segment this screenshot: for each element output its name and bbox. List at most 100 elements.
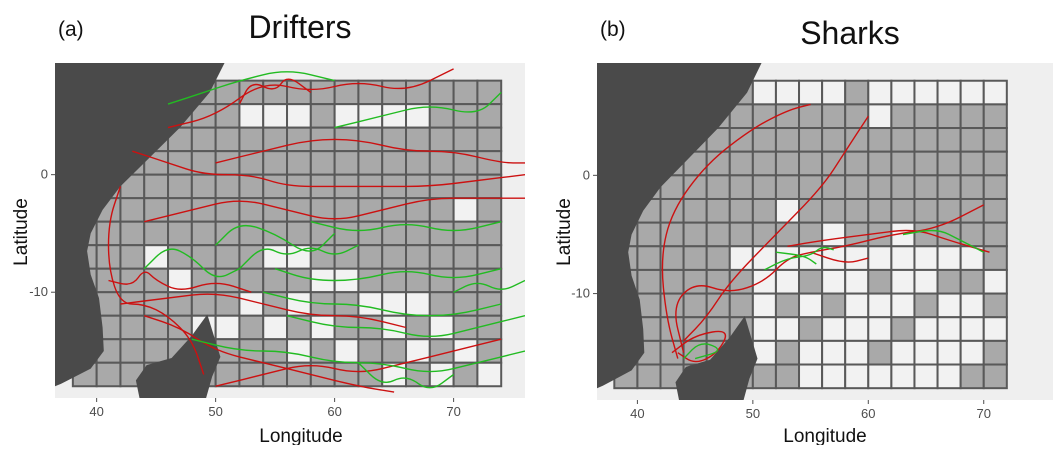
grid-cell	[405, 291, 431, 317]
grid-cell	[913, 197, 939, 224]
grid-cell	[936, 245, 962, 271]
grid-cell	[751, 103, 777, 130]
grid-cell	[428, 126, 455, 153]
panel-b-label: (b)	[600, 18, 626, 41]
y-tick-label: -10	[571, 286, 590, 301]
grid-cell	[357, 103, 384, 129]
grid-cell	[913, 174, 939, 200]
grid-cell	[913, 363, 939, 390]
grid-cell	[452, 173, 479, 200]
grid-cell	[913, 103, 939, 130]
x-tick-label: 60	[327, 404, 341, 419]
grid-cell	[844, 150, 870, 177]
grid-cell	[867, 197, 893, 224]
track-green	[683, 343, 719, 360]
grid-cell	[959, 174, 985, 200]
grid-cell	[774, 127, 801, 153]
panel-b-ylabel: Latitude	[554, 198, 575, 266]
track-green	[238, 244, 359, 270]
x-tick-label: 70	[446, 404, 460, 419]
grid-cell	[751, 221, 777, 248]
grid-cell	[262, 150, 289, 176]
grid-cell	[890, 245, 916, 271]
grid-cell	[959, 127, 985, 153]
track-green	[453, 279, 525, 293]
grid-cell	[452, 197, 479, 223]
grid-cell	[190, 197, 217, 223]
panel-a-ylabel: Latitude	[11, 198, 32, 266]
grid-cell	[890, 127, 916, 153]
grid-cell	[452, 220, 479, 247]
panel-a-title: Drifters	[248, 9, 351, 45]
grid-cell	[959, 292, 985, 319]
grid-cell	[844, 339, 870, 366]
grid-cell	[982, 268, 1008, 295]
panel-b-xlabel: Longitude	[783, 426, 866, 445]
grid-cell	[798, 127, 824, 153]
grid-cell	[119, 267, 146, 294]
grid-cell	[821, 292, 847, 319]
grid-cell	[381, 79, 408, 106]
grid-cell	[982, 150, 1008, 177]
grid-cell	[751, 150, 777, 177]
grid-cell	[728, 150, 754, 177]
grid-cell	[405, 79, 431, 106]
track-green	[143, 248, 240, 278]
grid-cell	[844, 363, 870, 390]
grid-cell	[381, 197, 408, 223]
grid-cell	[428, 244, 455, 270]
grid-cell	[452, 126, 479, 153]
grid-cell	[705, 245, 731, 271]
grid-cell	[309, 314, 336, 341]
track-red	[143, 315, 395, 393]
grid-cell	[890, 316, 916, 342]
grid-cell	[890, 79, 916, 106]
panel-a-xlabel: Longitude	[259, 426, 342, 445]
grid-cell	[751, 127, 777, 153]
grid-cell	[959, 268, 985, 295]
x-tick-label: 70	[976, 406, 990, 421]
grid-cell	[143, 173, 170, 200]
grid-cell	[936, 103, 962, 130]
grid-cell	[798, 150, 824, 177]
grid-cell	[913, 221, 939, 248]
x-tick-label: 40	[630, 406, 644, 421]
grid-cell	[798, 316, 824, 342]
grid-cell	[286, 126, 312, 153]
track-green	[775, 251, 817, 265]
grid-cell	[238, 267, 265, 294]
grid-cell	[774, 292, 801, 319]
grid-cell	[428, 338, 455, 364]
grid-cell	[705, 316, 731, 342]
grid-cell	[774, 268, 801, 295]
grid-cell	[238, 314, 265, 341]
grid-cell	[982, 363, 1008, 390]
grid-cell	[119, 314, 146, 341]
grid-cell	[844, 245, 870, 271]
grid-cell	[262, 173, 289, 200]
grid-cell	[821, 221, 847, 248]
track-green	[286, 315, 525, 337]
grid-cell	[821, 363, 847, 390]
grid-cell	[728, 221, 754, 248]
track-red	[661, 103, 811, 359]
grid-cell	[982, 316, 1008, 342]
track-green	[902, 229, 985, 253]
madagascar-landmass	[675, 316, 758, 400]
grid-cell	[982, 103, 1008, 130]
panel-a: (a) Drifters Longitude Latitude 40 50 60 70…	[11, 9, 525, 447]
grid-cell	[476, 79, 503, 106]
grid-cell	[214, 103, 241, 129]
grid-cell	[890, 103, 916, 130]
grid-cell	[214, 244, 241, 270]
grid-cell	[119, 220, 146, 247]
grid-cell	[913, 79, 939, 106]
grid-cell	[357, 267, 384, 294]
grid-cell	[286, 267, 312, 294]
track-green	[215, 224, 336, 252]
grid-cell	[728, 174, 754, 200]
grid-cell	[959, 150, 985, 177]
grid-cell	[982, 174, 1008, 200]
panel-b: (b) Sharks Longitude Latitude 40 50 60 70 0 -…	[554, 15, 1053, 447]
